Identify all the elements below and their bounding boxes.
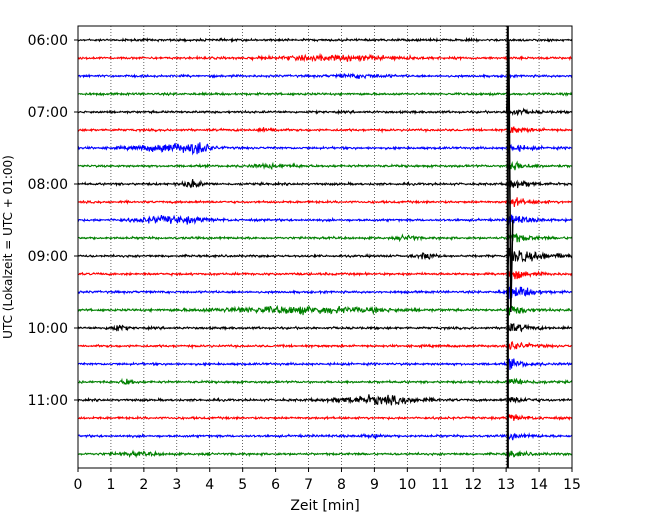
trace-20 (77, 394, 573, 406)
y-tick-label: 11:00 (28, 393, 68, 409)
trace-5 (77, 126, 573, 135)
trace-9 (77, 197, 573, 207)
trace-17 (77, 340, 573, 350)
x-tick-label: 1 (106, 477, 115, 493)
traces (77, 36, 573, 459)
trace-6 (77, 142, 573, 156)
x-tick-label: 7 (304, 477, 313, 493)
x-tick-label: 2 (139, 477, 148, 493)
trace-12 (77, 247, 573, 267)
event-marker (505, 26, 514, 468)
x-tick-label: 8 (337, 477, 346, 493)
y-axis-label: UTC (Lokalzeit = UTC + 01:00) (1, 155, 15, 339)
x-tick-label: 10 (398, 477, 416, 493)
trace-19 (77, 377, 573, 386)
trace-13 (77, 270, 573, 280)
y-tick-label: 08:00 (28, 177, 68, 193)
x-tick-label: 4 (205, 477, 214, 493)
trace-0 (77, 36, 573, 44)
trace-21 (77, 413, 573, 421)
trace-22 (77, 432, 573, 441)
x-tick-label: 0 (74, 477, 83, 493)
trace-11 (77, 233, 573, 243)
trace-23 (77, 449, 573, 459)
trace-10 (77, 214, 573, 226)
trace-1 (77, 52, 573, 63)
x-tick-label: 12 (464, 477, 482, 493)
trace-16 (77, 323, 573, 333)
trace-7 (77, 160, 573, 171)
y-axis: 06:00 07:00 08:00 09:00 10:00 11:00 (28, 33, 78, 409)
y-tick-label: 07:00 (28, 105, 68, 121)
trace-14 (77, 283, 573, 299)
x-tick-label: 6 (271, 477, 280, 493)
y-tick-label: 06:00 (28, 33, 68, 49)
trace-15 (77, 304, 573, 316)
y-tick-label: 10:00 (28, 321, 68, 337)
trace-4 (77, 107, 573, 117)
plot-frame (77, 25, 573, 469)
trace-18 (77, 358, 573, 370)
x-tick-label: 13 (497, 477, 515, 493)
trace-2 (77, 72, 573, 80)
x-tick-label: 9 (370, 477, 379, 493)
x-tick-label: 3 (172, 477, 181, 493)
x-tick-label: 15 (563, 477, 581, 493)
x-tick-label: 14 (530, 477, 548, 493)
x-axis-label: Zeit [min] (290, 498, 359, 514)
event-onset-spike (505, 41, 514, 313)
trace-8 (77, 179, 573, 189)
x-axis: 0 1 2 3 4 5 6 7 8 9 10 11 12 13 14 15 (74, 468, 581, 493)
x-tick-label: 11 (431, 477, 449, 493)
x-tick-label: 5 (238, 477, 247, 493)
y-tick-label: 09:00 (28, 249, 68, 265)
trace-3 (77, 91, 573, 97)
